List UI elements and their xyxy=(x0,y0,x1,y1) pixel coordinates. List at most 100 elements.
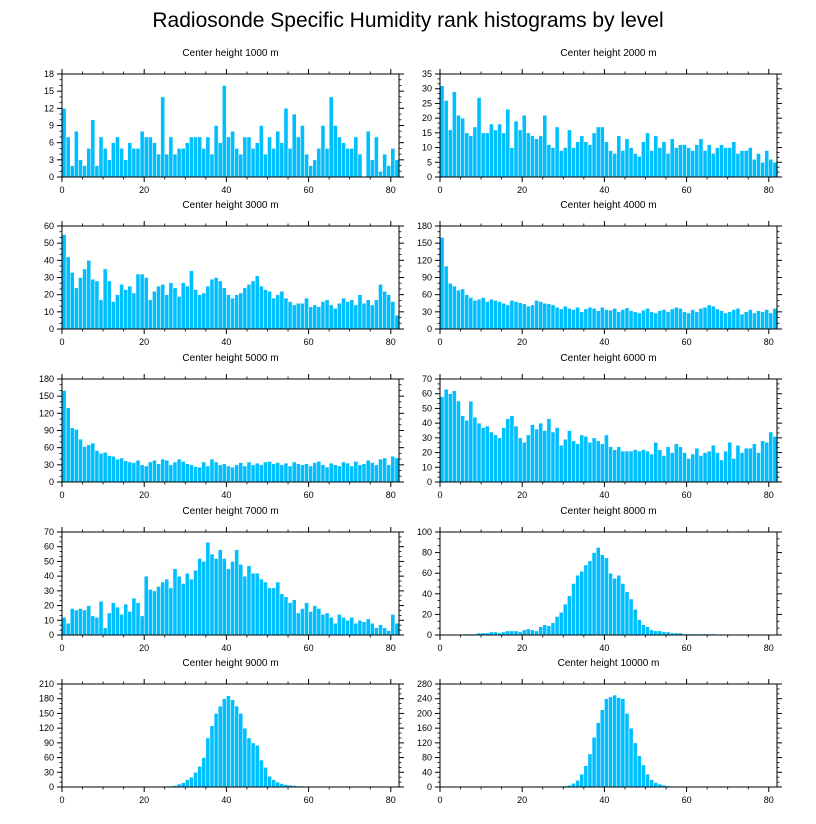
y-tick-label: 0 xyxy=(49,324,54,334)
bar xyxy=(579,773,585,788)
bar xyxy=(250,280,256,330)
bar xyxy=(723,450,728,483)
bar xyxy=(637,619,642,636)
bar xyxy=(641,449,646,483)
y-tick-label: 150 xyxy=(417,238,432,248)
bar xyxy=(308,165,313,178)
bar xyxy=(94,165,100,178)
bar xyxy=(542,430,548,483)
bar xyxy=(123,460,129,483)
bar xyxy=(332,125,338,178)
bar xyxy=(624,450,630,483)
y-tick-label: 0 xyxy=(49,630,54,640)
bar xyxy=(579,434,585,483)
bar xyxy=(505,109,511,178)
bar xyxy=(345,620,350,636)
bar xyxy=(509,300,515,330)
panel-8: Center height 8000 m 0 20 40 60 80 0 20 40 60 80 10… xyxy=(417,506,782,653)
bar xyxy=(567,430,572,483)
bar xyxy=(320,614,326,636)
bar xyxy=(328,462,334,483)
bar xyxy=(624,307,630,330)
bar xyxy=(201,757,207,788)
bar xyxy=(756,310,761,330)
bar xyxy=(702,150,708,178)
y-tick-label: 180 xyxy=(417,221,432,231)
bar xyxy=(690,309,696,330)
y-tick-label: 9 xyxy=(49,121,54,131)
bar xyxy=(637,156,642,178)
bar xyxy=(760,311,765,330)
panel-7: Center height 7000 m 0 20 40 60 80 0 10 20 30 40 50… xyxy=(44,506,404,653)
bar xyxy=(74,429,79,483)
bar xyxy=(723,312,728,330)
y-tick-label: 180 xyxy=(39,694,54,704)
bar xyxy=(682,452,687,483)
bar xyxy=(706,144,712,178)
bar xyxy=(180,461,186,483)
y-tick-label: 30 xyxy=(422,84,432,94)
bar xyxy=(98,453,104,483)
x-tick-label: 40 xyxy=(221,795,231,805)
bar xyxy=(242,727,248,788)
y-tick-label: 200 xyxy=(417,708,432,718)
x-tick-label: 20 xyxy=(139,185,149,195)
bar xyxy=(719,310,724,330)
bar xyxy=(263,153,268,178)
bar xyxy=(238,153,244,178)
bar xyxy=(600,126,605,178)
bar xyxy=(369,622,375,636)
y-tick-label: 20 xyxy=(44,601,54,611)
bar xyxy=(706,450,712,483)
panel-title: Center height 8000 m xyxy=(560,506,656,517)
y-tick-label: 0 xyxy=(427,477,432,487)
bar xyxy=(209,458,215,483)
y-tick-label: 90 xyxy=(44,738,54,748)
bar xyxy=(579,135,585,178)
bar xyxy=(139,464,145,483)
bar xyxy=(209,725,215,788)
y-tick-label: 60 xyxy=(422,389,432,399)
bar xyxy=(530,304,535,330)
bar xyxy=(517,129,523,178)
bar xyxy=(115,294,120,330)
bar xyxy=(98,136,104,178)
bar xyxy=(164,460,170,483)
bar xyxy=(328,96,334,178)
bar xyxy=(669,138,675,178)
bar xyxy=(291,461,297,483)
bar xyxy=(657,147,663,178)
y-tick-label: 5 xyxy=(427,157,432,167)
bar xyxy=(382,153,387,178)
bar xyxy=(567,595,572,636)
bar xyxy=(456,289,461,330)
bar xyxy=(172,153,178,178)
bar xyxy=(645,773,650,788)
bar xyxy=(197,766,202,788)
bar xyxy=(193,466,198,483)
bar xyxy=(756,153,761,178)
bar xyxy=(715,452,720,483)
x-tick-label: 20 xyxy=(139,643,149,653)
bar xyxy=(583,564,589,636)
bar xyxy=(291,599,297,636)
bar xyxy=(480,427,486,483)
y-tick-label: 50 xyxy=(44,238,54,248)
bar xyxy=(61,108,67,178)
bar xyxy=(90,278,96,330)
bar xyxy=(386,630,392,636)
bar xyxy=(447,393,453,483)
bar xyxy=(143,277,149,330)
bar xyxy=(563,147,568,178)
bar xyxy=(661,455,667,483)
bar xyxy=(213,713,219,788)
x-tick-label: 20 xyxy=(517,185,527,195)
bar xyxy=(505,304,511,330)
bar xyxy=(645,626,650,636)
bar xyxy=(197,466,202,483)
x-tick-label: 40 xyxy=(599,643,609,653)
bar xyxy=(180,148,186,178)
bar xyxy=(604,309,609,330)
bar xyxy=(78,608,83,636)
bar xyxy=(213,558,219,636)
